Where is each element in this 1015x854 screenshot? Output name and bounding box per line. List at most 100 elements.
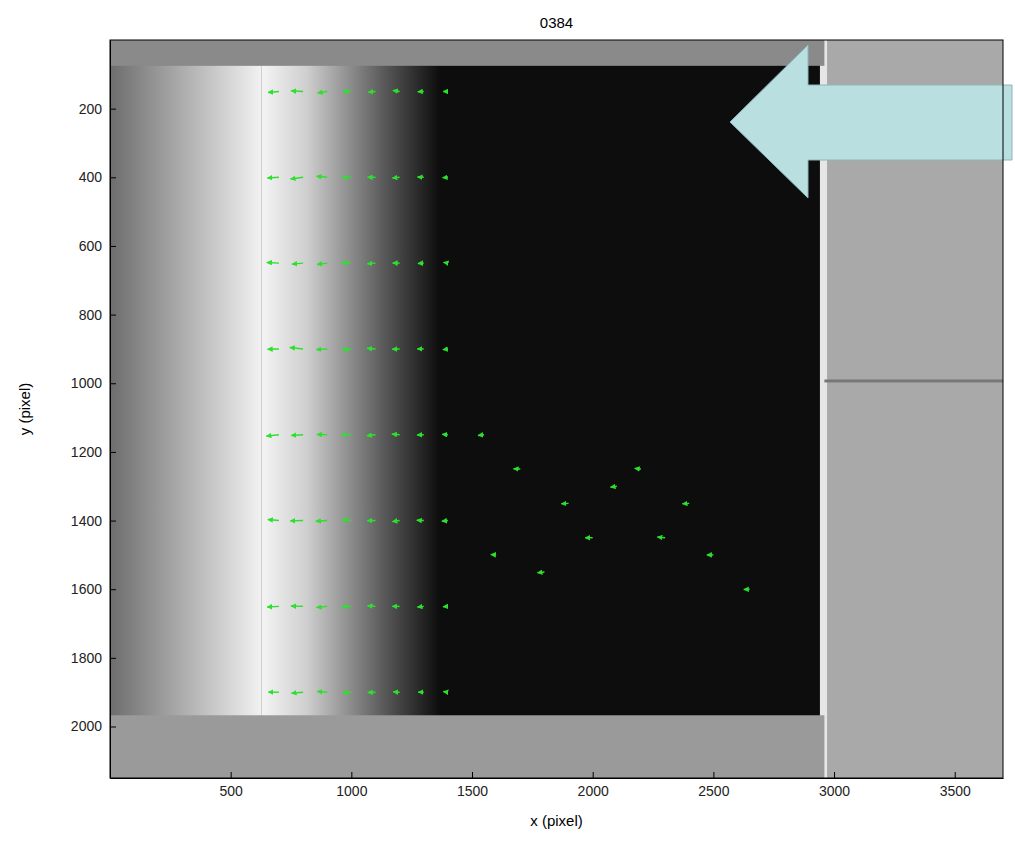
y-tick-label: 1400 xyxy=(71,513,102,529)
vector xyxy=(367,262,375,264)
x-tick-mark xyxy=(713,772,714,778)
x-tick-mark xyxy=(351,772,352,778)
vector xyxy=(393,90,400,91)
vector xyxy=(392,177,399,179)
y-tick-mark xyxy=(110,452,116,453)
vector xyxy=(316,348,327,350)
vector xyxy=(707,554,714,555)
vector xyxy=(417,606,423,608)
y-tick-mark xyxy=(110,521,116,522)
vector xyxy=(291,434,303,436)
vector xyxy=(268,520,279,521)
bottom-edge xyxy=(110,715,824,778)
vector xyxy=(342,606,351,608)
vector xyxy=(393,691,400,693)
y-axis-title: y (pixel) xyxy=(16,383,33,436)
x-tick: 1500 xyxy=(457,772,488,799)
vector xyxy=(317,263,327,264)
vector xyxy=(342,177,351,179)
vector xyxy=(291,692,303,693)
x-tick-mark xyxy=(231,772,232,778)
vector xyxy=(317,691,327,693)
vector xyxy=(537,571,544,573)
vector xyxy=(491,554,496,556)
vector xyxy=(682,503,689,505)
x-tick-label: 2000 xyxy=(578,783,609,799)
vector xyxy=(267,177,279,179)
vector xyxy=(342,262,352,264)
y-tick-label: 1800 xyxy=(71,650,102,666)
x-tick: 3500 xyxy=(940,772,971,799)
vector xyxy=(316,520,327,522)
y-tick-label: 200 xyxy=(79,101,103,117)
y-tick-label: 1000 xyxy=(71,375,102,391)
vector xyxy=(268,691,279,692)
vector xyxy=(267,262,279,264)
vector xyxy=(393,262,400,263)
y-tick-label: 1200 xyxy=(71,444,102,460)
top-edge xyxy=(110,40,824,66)
vector xyxy=(417,348,424,349)
vector xyxy=(342,349,351,350)
vector xyxy=(561,503,568,505)
y-tick: 1600 xyxy=(71,581,116,597)
y-tick: 1000 xyxy=(71,375,116,391)
vector xyxy=(443,91,448,92)
x-tick-label: 3500 xyxy=(940,783,971,799)
vector xyxy=(368,91,375,93)
x-tick: 2500 xyxy=(698,772,729,799)
vector xyxy=(418,91,424,93)
vector xyxy=(442,520,448,522)
vector xyxy=(317,434,327,436)
x-tick-mark xyxy=(593,772,594,778)
vector xyxy=(744,589,750,591)
y-axis: 200400600800100012001400160018002000 xyxy=(71,41,116,779)
y-tick-label: 400 xyxy=(79,169,103,185)
x-tick: 2000 xyxy=(578,772,609,799)
vector xyxy=(417,434,424,436)
y-tick-label: 600 xyxy=(79,238,103,254)
vector xyxy=(292,263,303,264)
vector xyxy=(291,177,304,179)
vector xyxy=(478,434,484,436)
x-tick-label: 1000 xyxy=(336,783,367,799)
wall-seam xyxy=(824,379,1003,382)
vector xyxy=(266,435,279,436)
vector xyxy=(317,606,328,607)
x-tick: 500 xyxy=(219,772,243,799)
x-tick-label: 3000 xyxy=(819,783,850,799)
title: 0384 xyxy=(540,14,573,31)
vector xyxy=(444,262,448,264)
vector xyxy=(368,605,376,607)
x-tick-label: 500 xyxy=(219,783,243,799)
x-axis-title: x (pixel) xyxy=(530,812,583,829)
vector xyxy=(611,486,617,487)
foam xyxy=(262,40,441,778)
vector xyxy=(367,520,375,521)
vector xyxy=(368,691,376,693)
vector xyxy=(443,606,448,608)
x-tick-mark xyxy=(834,772,835,778)
left-wall xyxy=(110,40,262,778)
vector xyxy=(635,468,641,470)
vector xyxy=(318,91,328,92)
vector xyxy=(267,606,279,608)
vector xyxy=(343,691,352,693)
y-tick: 1200 xyxy=(71,444,116,460)
vector xyxy=(418,691,424,692)
vector xyxy=(392,606,399,607)
x-tick-mark xyxy=(472,772,473,778)
flow-arrow xyxy=(730,45,1012,198)
vector xyxy=(317,176,328,177)
vector xyxy=(443,348,448,350)
y-tick-mark xyxy=(110,658,116,659)
vector xyxy=(343,91,351,92)
vectors xyxy=(266,90,749,693)
vector xyxy=(418,262,424,264)
x-tick: 3000 xyxy=(819,772,850,799)
vector xyxy=(392,433,400,435)
y-tick: 1400 xyxy=(71,513,116,529)
y-tick-mark xyxy=(110,315,116,316)
x-tick-label: 1500 xyxy=(457,783,488,799)
vector xyxy=(268,91,279,92)
